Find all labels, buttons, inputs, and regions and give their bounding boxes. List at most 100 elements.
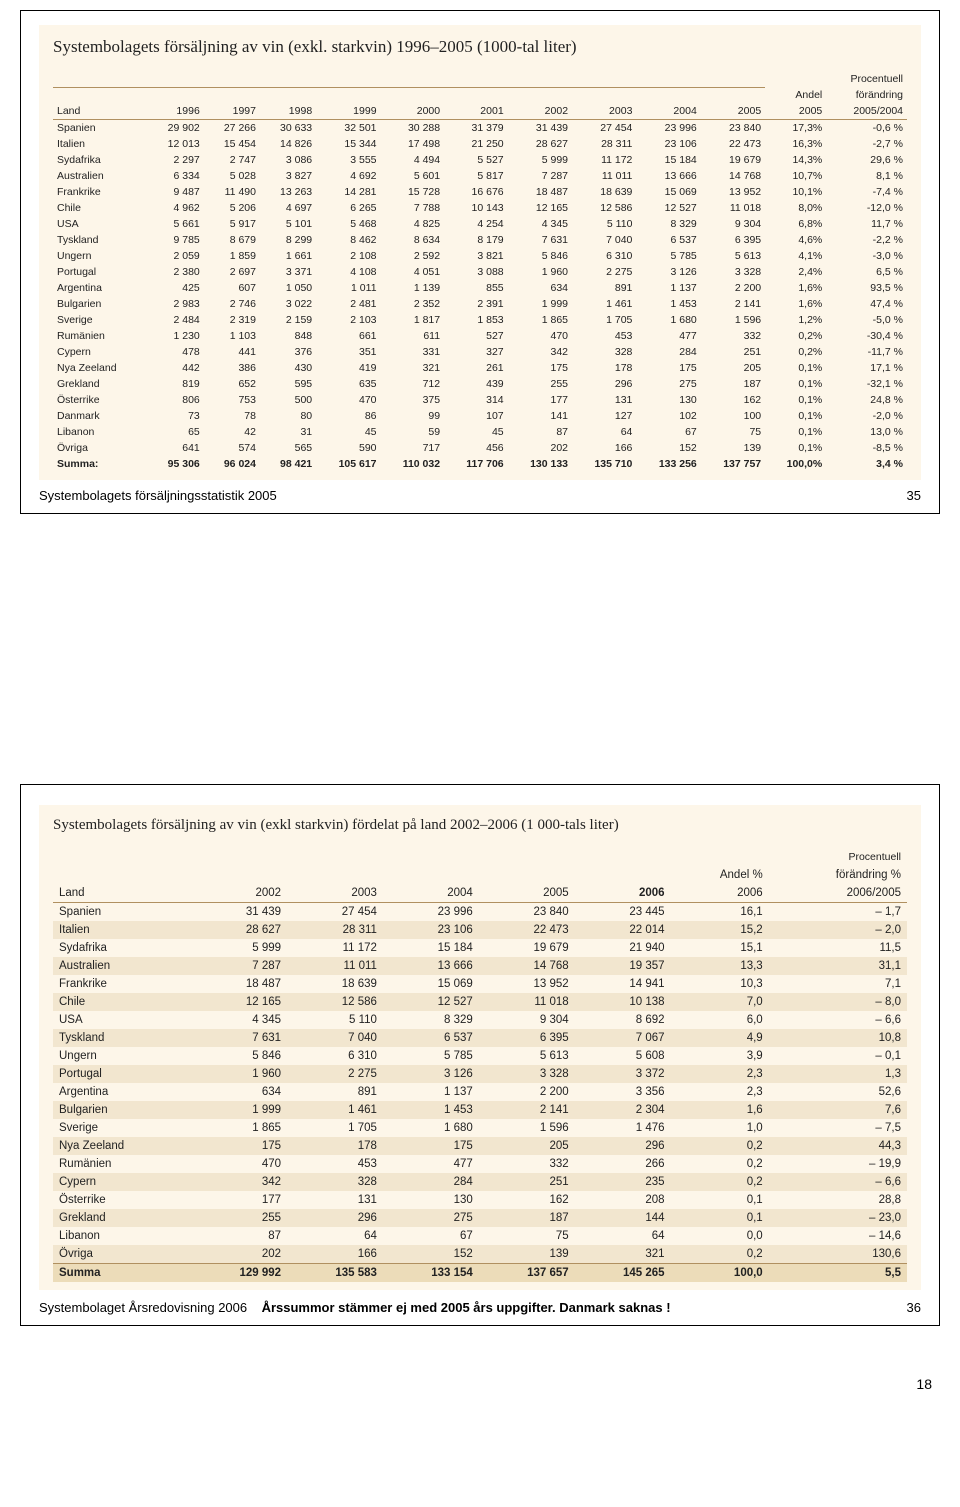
cell: 8 299 [260,232,316,248]
cell: 477 [636,328,700,344]
row-label: Rumänien [53,1155,191,1173]
row-label: Sydafrika [53,152,148,168]
table-row: Argentina4256071 0501 0111 1398556348911… [53,280,907,296]
cell: – 1,7 [769,903,907,922]
cell: 7 631 [191,1029,287,1047]
cell: 1 103 [204,328,260,344]
cell: 178 [287,1137,383,1155]
row-label: Frankrike [53,975,191,993]
sum-cell: Summa [53,1264,191,1283]
cell: -2,0 % [826,408,907,424]
col-header: Land [53,103,148,120]
hdr1-mid-r: förändring [856,89,903,101]
cell: 75 [701,424,765,440]
slide-1: Systembolagets försäljning av vin (exkl.… [20,10,940,514]
cell: – 2,0 [769,921,907,939]
cell: 130,6 [769,1245,907,1264]
cell: 5 613 [479,1047,575,1065]
cell: 1 453 [383,1101,479,1119]
cell: 30 633 [260,120,316,137]
col-header: 1998 [260,103,316,120]
cell: 12 165 [508,200,572,216]
cell: 13,3 [671,957,769,975]
cell: 3 372 [575,1065,671,1083]
cell: 712 [381,376,445,392]
row-label: Österrike [53,392,148,408]
table-row: USA4 3455 1108 3299 3048 6926,0– 6,6 [53,1011,907,1029]
cell: -3,0 % [826,248,907,264]
cell: 187 [479,1209,575,1227]
cell: 470 [508,328,572,344]
cell: 3 022 [260,296,316,312]
cell: 22 473 [479,921,575,939]
cell: 2 200 [479,1083,575,1101]
cell: 2 391 [444,296,508,312]
sum-cell: 105 617 [316,456,380,472]
cell: 208 [575,1191,671,1209]
cell: 4 345 [508,216,572,232]
row-label: Övriga [53,1245,191,1264]
cell: -2,2 % [826,232,907,248]
cell: 13 952 [701,184,765,200]
cell: 17,1 % [826,360,907,376]
cell: 9 785 [148,232,204,248]
cell: 178 [572,360,636,376]
cell: 8,0% [765,200,826,216]
cell: 595 [260,376,316,392]
cell: 2 983 [148,296,204,312]
cell: 175 [191,1137,287,1155]
cell: 11 172 [572,152,636,168]
row-label: Australien [53,168,148,184]
cell: 2 746 [204,296,260,312]
row-label: Ungern [53,248,148,264]
cell: 17 498 [381,136,445,152]
table-row: Italien12 01315 45414 82615 34417 49821 … [53,136,907,152]
row-label: Rumänien [53,328,148,344]
cell: 3,9 [671,1047,769,1065]
sum-cell: 135 583 [287,1264,383,1283]
cell: 9 304 [701,216,765,232]
cell: 11 011 [287,957,383,975]
sum-cell: 95 306 [148,456,204,472]
cell: 15 069 [636,184,700,200]
cell: 3 356 [575,1083,671,1101]
cell: 5 206 [204,200,260,216]
cell: 12 586 [572,200,636,216]
cell: 28 311 [287,921,383,939]
cell: 375 [381,392,445,408]
row-label: USA [53,216,148,232]
cell: – 8,0 [769,993,907,1011]
table-row: Spanien29 90227 26630 63332 50130 28831 … [53,120,907,137]
cell: 296 [287,1209,383,1227]
cell: 13 263 [260,184,316,200]
table-row: Rumänien4704534773322660,2– 19,9 [53,1155,907,1173]
cell: 2 059 [148,248,204,264]
cell: 296 [572,376,636,392]
sum-cell: 100,0% [765,456,826,472]
cell: 27 454 [287,903,383,922]
row-label: Ungern [53,1047,191,1065]
cell: 2 319 [204,312,260,328]
table-row: Sverige2 4842 3192 1592 1031 8171 8531 8… [53,312,907,328]
cell: 8,1 % [826,168,907,184]
cell: 453 [572,328,636,344]
table-row: Grekland2552962751871440,1– 23,0 [53,1209,907,1227]
cell: 717 [381,440,445,456]
slide1-pagenum: 35 [907,488,921,503]
cell: 5 110 [287,1011,383,1029]
cell: 1 011 [316,280,380,296]
cell: 8 179 [444,232,508,248]
cell: 470 [191,1155,287,1173]
col-header: 2003 [572,103,636,120]
cell: 1 853 [444,312,508,328]
cell: 17,3% [765,120,826,137]
cell: 5 601 [381,168,445,184]
cell: 1,6% [765,296,826,312]
cell: 102 [636,408,700,424]
cell: 7,6 [769,1101,907,1119]
cell: 1 680 [636,312,700,328]
cell: – 14,6 [769,1227,907,1245]
cell: 27 266 [204,120,260,137]
cell: 1 461 [572,296,636,312]
table-panel-2: Systembolagets försäljning av vin (exkl … [39,805,921,1290]
